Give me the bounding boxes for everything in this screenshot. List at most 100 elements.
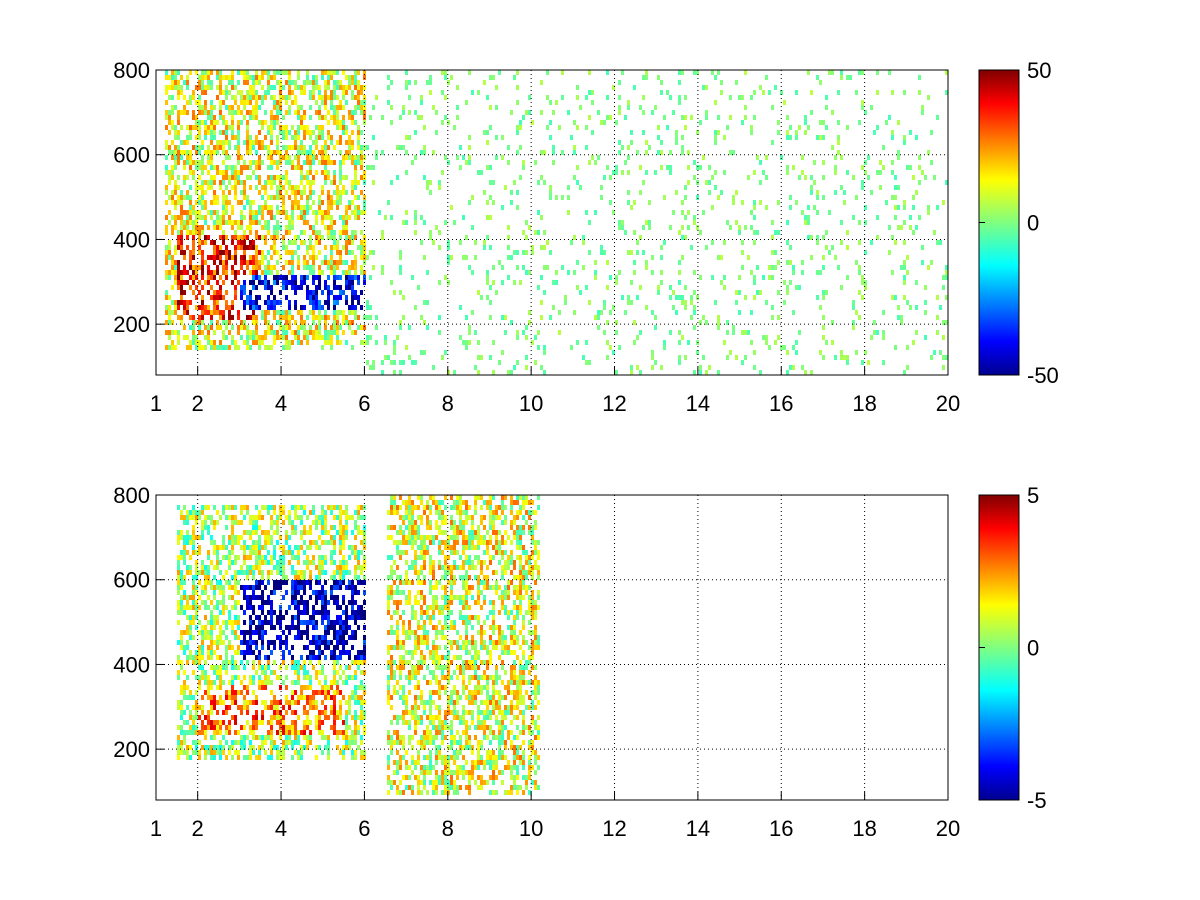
heatmap-cell	[261, 625, 264, 630]
heatmap-cell	[339, 570, 342, 575]
heatmap-cell	[219, 215, 222, 220]
heatmap-cell	[318, 720, 321, 725]
heatmap-cell	[267, 570, 270, 575]
heatmap-cell	[921, 260, 924, 265]
heatmap-cell	[231, 210, 234, 215]
heatmap-cell	[339, 525, 342, 530]
heatmap-cell	[336, 315, 339, 320]
heatmap-cell	[597, 310, 600, 315]
heatmap-cell	[324, 605, 327, 610]
heatmap-cell	[333, 695, 336, 700]
heatmap-cell	[339, 170, 342, 175]
heatmap-cell	[276, 530, 279, 535]
heatmap-cell	[279, 555, 282, 560]
heatmap-cell	[285, 95, 288, 100]
heatmap-cell	[210, 750, 213, 755]
heatmap-cell	[201, 250, 204, 255]
heatmap-cell	[198, 750, 201, 755]
heatmap-cell	[177, 230, 180, 235]
heatmap-cell	[216, 210, 219, 215]
heatmap-cell	[222, 710, 225, 715]
heatmap-cell	[267, 505, 270, 510]
heatmap-cell	[852, 320, 855, 325]
heatmap-cell	[252, 545, 255, 550]
heatmap-cell	[306, 670, 309, 675]
heatmap-cell	[540, 150, 543, 155]
heatmap-cell	[303, 265, 306, 270]
heatmap-cell	[282, 275, 285, 280]
heatmap-cell	[246, 145, 249, 150]
heatmap-cell	[282, 210, 285, 215]
heatmap-cell	[354, 565, 357, 570]
heatmap-cell	[171, 155, 174, 160]
heatmap-cell	[207, 255, 210, 260]
heatmap-cell	[228, 200, 231, 205]
heatmap-cell	[468, 325, 471, 330]
heatmap-cell	[312, 505, 315, 510]
heatmap-cell	[228, 730, 231, 735]
heatmap-cell	[633, 260, 636, 265]
heatmap-cell	[231, 115, 234, 120]
heatmap-cell	[234, 220, 237, 225]
heatmap-cell	[219, 115, 222, 120]
heatmap-cell	[285, 515, 288, 520]
heatmap-cell	[321, 210, 324, 215]
heatmap-cell	[285, 325, 288, 330]
heatmap-cell	[216, 290, 219, 295]
heatmap-cell	[714, 140, 717, 145]
heatmap-cell	[444, 115, 447, 120]
heatmap-cell	[276, 250, 279, 255]
heatmap-cell	[225, 740, 228, 745]
heatmap-cell	[939, 305, 942, 310]
heatmap-cell	[687, 165, 690, 170]
heatmap-cell	[264, 90, 267, 95]
heatmap-cell	[270, 525, 273, 530]
heatmap-cell	[258, 665, 261, 670]
heatmap-cell	[879, 170, 882, 175]
heatmap-cell	[612, 210, 615, 215]
heatmap-cell	[303, 210, 306, 215]
heatmap-cell	[261, 260, 264, 265]
heatmap-cell	[168, 270, 171, 275]
heatmap-cell	[186, 125, 189, 130]
heatmap-cell	[165, 115, 168, 120]
heatmap-cell	[240, 190, 243, 195]
heatmap-cell	[648, 145, 651, 150]
heatmap-cell	[258, 655, 261, 660]
heatmap-cell	[645, 220, 648, 225]
heatmap-cell	[282, 550, 285, 555]
heatmap-cell	[333, 85, 336, 90]
heatmap-cell	[186, 515, 189, 520]
heatmap-cell	[306, 545, 309, 550]
heatmap-cell	[207, 125, 210, 130]
heatmap-cell	[297, 265, 300, 270]
heatmap-cell	[183, 80, 186, 85]
heatmap-cell	[852, 300, 855, 305]
heatmap-cell	[258, 745, 261, 750]
heatmap-cell	[243, 640, 246, 645]
heatmap-cell	[207, 565, 210, 570]
heatmap-cell	[357, 70, 360, 75]
heatmap-cell	[204, 280, 207, 285]
heatmap-cell	[240, 170, 243, 175]
heatmap-cell	[207, 265, 210, 270]
heatmap-cell	[483, 190, 486, 195]
heatmap-cell	[855, 195, 858, 200]
heatmap-cell	[318, 130, 321, 135]
heatmap-cell	[189, 325, 192, 330]
heatmap-cell	[255, 710, 258, 715]
heatmap-cell	[420, 115, 423, 120]
heatmap-cell	[525, 220, 528, 225]
heatmap-cell	[195, 590, 198, 595]
heatmap-cell	[255, 625, 258, 630]
heatmap-cell	[594, 260, 597, 265]
heatmap-cell	[204, 345, 207, 350]
heatmap-cell	[165, 70, 168, 75]
heatmap-cell	[201, 90, 204, 95]
heatmap-cell	[309, 180, 312, 185]
heatmap-cell	[264, 700, 267, 705]
heatmap-cell	[294, 200, 297, 205]
heatmap-cell	[345, 245, 348, 250]
heatmap-cell	[222, 75, 225, 80]
heatmap-cell	[228, 750, 231, 755]
